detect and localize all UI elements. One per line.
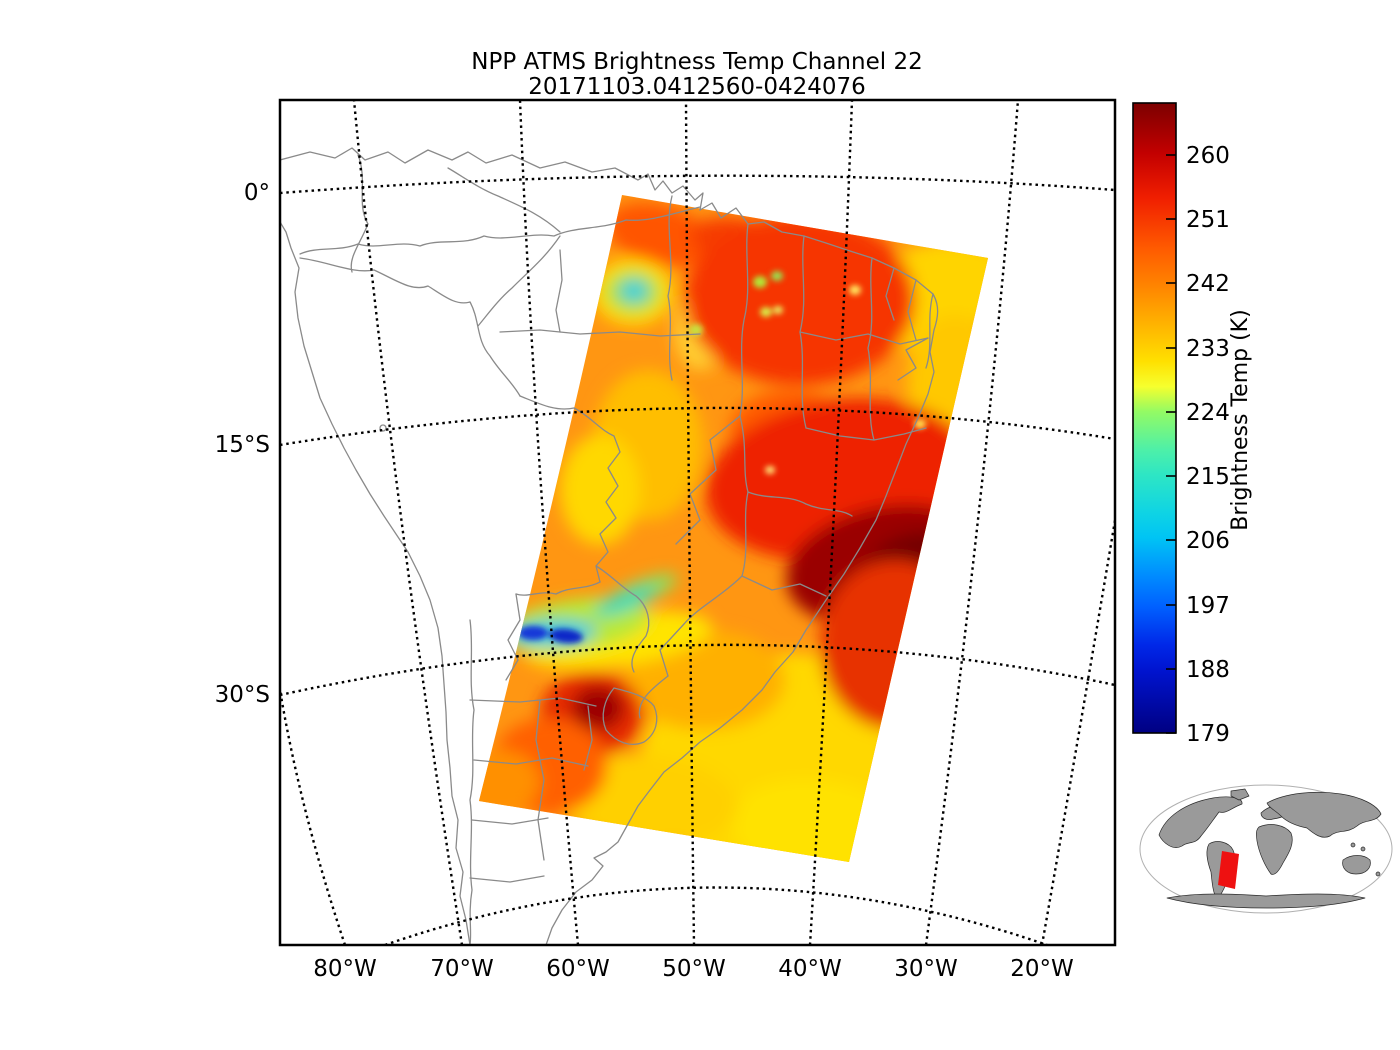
graticule bbox=[281, 101, 1114, 944]
inset-swath-footprint bbox=[1218, 851, 1239, 889]
colorbar-ticks bbox=[1166, 154, 1176, 734]
xtick-20w: 20°W bbox=[1010, 956, 1074, 982]
y-axis-tick-labels: 0° 15°S 30°S bbox=[215, 180, 270, 708]
coastlines-and-borders bbox=[281, 147, 939, 944]
colorbar: 260 251 242 233 224 215 206 197 188 179 … bbox=[1132, 102, 1253, 747]
madeira-river bbox=[477, 235, 561, 327]
gridline-lat-45s bbox=[384, 886, 1048, 944]
cbar-233: 233 bbox=[1186, 336, 1230, 362]
uruguay-border bbox=[602, 687, 658, 745]
cbar-260: 260 bbox=[1186, 143, 1230, 169]
gridline-lon-80w bbox=[281, 689, 346, 944]
cbar-197: 197 bbox=[1186, 593, 1230, 619]
cbar-251: 251 bbox=[1186, 207, 1230, 233]
colorbar-axis-label: Brightness Temp (K) bbox=[1228, 309, 1253, 530]
swath-small-features bbox=[518, 271, 926, 644]
xtick-40w: 40°W bbox=[778, 956, 842, 982]
inset-north-america bbox=[1158, 796, 1243, 848]
cbar-215: 215 bbox=[1186, 464, 1230, 490]
coastline-east bbox=[281, 147, 939, 944]
chart-title: NPP ATMS Brightness Temp Channel 22 bbox=[471, 49, 922, 75]
gridline-lon-20w bbox=[1040, 519, 1114, 944]
xtick-30w: 30°W bbox=[894, 956, 958, 982]
xingu-river bbox=[667, 195, 673, 381]
x-axis-tick-labels: 80°W 70°W 60°W 50°W 40°W 30°W 20°W bbox=[313, 956, 1074, 982]
xtick-50w: 50°W bbox=[662, 956, 726, 982]
cbar-206: 206 bbox=[1186, 528, 1230, 554]
gridline-lat-0 bbox=[281, 174, 1114, 195]
xtick-60w: 60°W bbox=[546, 956, 610, 982]
cbar-224: 224 bbox=[1186, 400, 1230, 426]
inset-africa bbox=[1256, 824, 1293, 875]
ytick-15s: 15°S bbox=[215, 432, 270, 458]
cbar-188: 188 bbox=[1186, 657, 1230, 683]
gridline-lon-60w bbox=[518, 101, 580, 944]
map-plot-area bbox=[281, 101, 1114, 944]
gridline-lon-70w bbox=[352, 101, 464, 944]
gridline-lon-50w bbox=[684, 101, 696, 944]
map-border bbox=[278, 98, 1117, 947]
negro-river bbox=[447, 167, 561, 233]
gridline-lat-30s bbox=[281, 643, 1114, 697]
xtick-70w: 70°W bbox=[430, 956, 494, 982]
cbar-242: 242 bbox=[1186, 271, 1230, 297]
inset-asia bbox=[1266, 791, 1382, 838]
gridline-lon-30w bbox=[924, 101, 1020, 944]
inset-locator-map bbox=[1139, 784, 1393, 914]
lake-titicaca bbox=[379, 424, 387, 432]
ytick-30s: 30°S bbox=[215, 682, 270, 708]
gridline-lat-15s bbox=[281, 406, 1114, 447]
ytick-0deg: 0° bbox=[244, 180, 270, 206]
cbar-179: 179 bbox=[1186, 721, 1230, 747]
xtick-80w: 80°W bbox=[313, 956, 377, 982]
colorbar-tick-labels: 260 251 242 233 224 215 206 197 188 179 bbox=[1186, 143, 1230, 747]
inset-australia bbox=[1342, 855, 1371, 875]
coastline-west bbox=[281, 222, 471, 944]
inset-antarctica bbox=[1166, 893, 1366, 909]
colorbar-gradient bbox=[1132, 102, 1177, 734]
gridline-lon-40w bbox=[808, 101, 854, 944]
chart-subtitle: 20171103.0412560-0424076 bbox=[528, 74, 866, 100]
inset-greenland bbox=[1230, 788, 1250, 801]
